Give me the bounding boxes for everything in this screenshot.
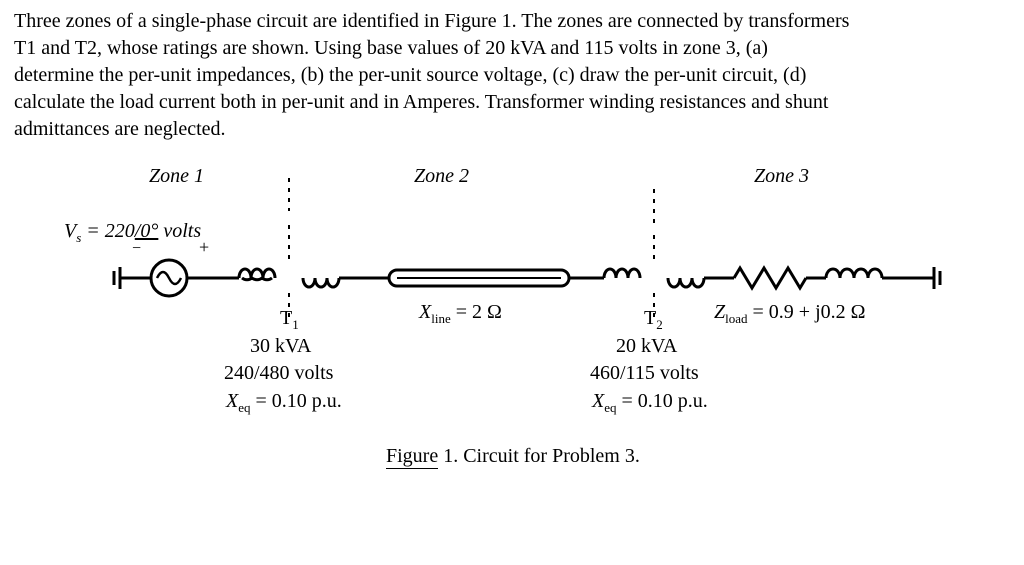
t2-ratio: 460/115 volts bbox=[590, 360, 699, 387]
problem-line-5: admittances are neglected. bbox=[14, 118, 226, 140]
t1-xeq: Xeq = 0.10 p.u. bbox=[226, 388, 342, 417]
t2-xeq: Xeq = 0.10 p.u. bbox=[592, 388, 708, 417]
circuit-diagram: − + bbox=[14, 153, 1010, 533]
t1-rating: 30 kVA bbox=[250, 333, 311, 360]
t2-rating: 20 kVA bbox=[616, 333, 677, 360]
problem-line-1: Three zones of a single-phase circuit ar… bbox=[14, 10, 849, 32]
figure-1: Zone 1 Zone 2 Zone 3 Vs = 220/0° volts −… bbox=[14, 153, 1010, 533]
problem-statement: Three zones of a single-phase circuit ar… bbox=[14, 8, 1010, 143]
t2-label: T2 bbox=[644, 305, 663, 334]
figure-caption: Figure 1. Circuit for Problem 3. bbox=[386, 443, 640, 470]
xline-label: Xline = 2 Ω bbox=[419, 299, 502, 328]
t1-label: T1 bbox=[280, 305, 299, 334]
problem-line-4: calculate the load current both in per-u… bbox=[14, 91, 828, 113]
t1-ratio: 240/480 volts bbox=[224, 360, 333, 387]
svg-text:−: − bbox=[132, 240, 141, 257]
svg-text:+: + bbox=[199, 237, 209, 257]
problem-line-3: determine the per-unit impedances, (b) t… bbox=[14, 64, 806, 86]
problem-line-2: T1 and T2, whose ratings are shown. Usin… bbox=[14, 37, 768, 59]
zload-label: Zload = 0.9 + j0.2 Ω bbox=[714, 299, 866, 328]
